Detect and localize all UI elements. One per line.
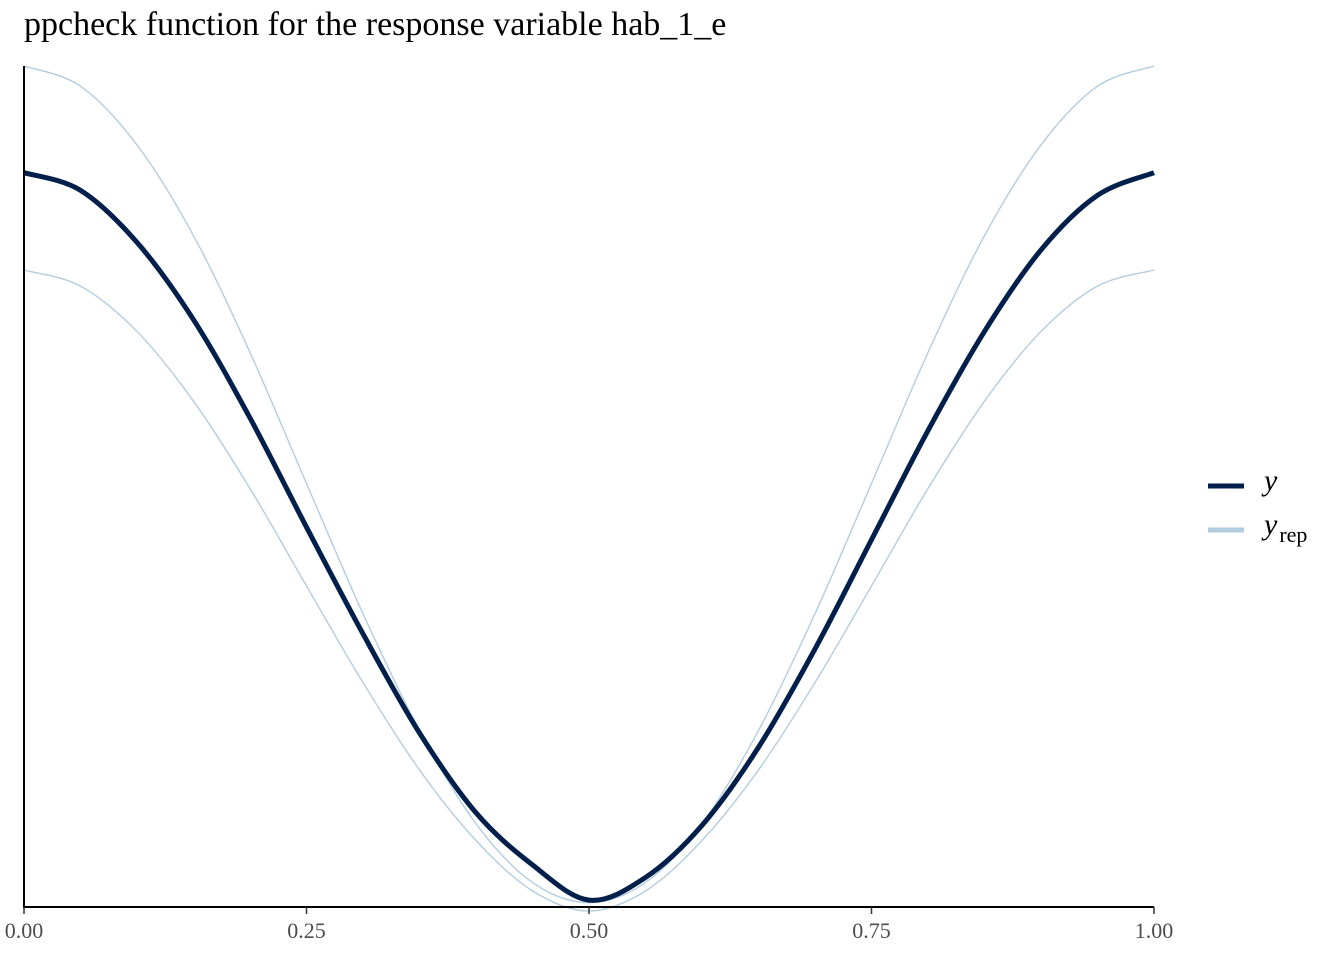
legend: y yrep [1208, 464, 1307, 547]
x-tick-label: 1.00 [1135, 918, 1174, 943]
chart-title: ppcheck function for the response variab… [24, 6, 727, 43]
series-line-yrep-1 [23, 65, 1155, 904]
series-line-yrep-2 [23, 269, 1155, 912]
legend-label-0: y [1261, 464, 1278, 497]
x-tick-label: 0.25 [287, 918, 326, 943]
x-tick-label: 0.00 [5, 918, 44, 943]
x-tick-label: 0.75 [852, 918, 891, 943]
x-tick-layer: 0.00 0.25 0.50 0.75 1.00 [5, 907, 1174, 943]
legend-label-1: yrep [1261, 508, 1307, 547]
series-line-y [23, 170, 1155, 903]
series-layer [23, 65, 1155, 912]
x-tick-label: 0.50 [570, 918, 609, 943]
